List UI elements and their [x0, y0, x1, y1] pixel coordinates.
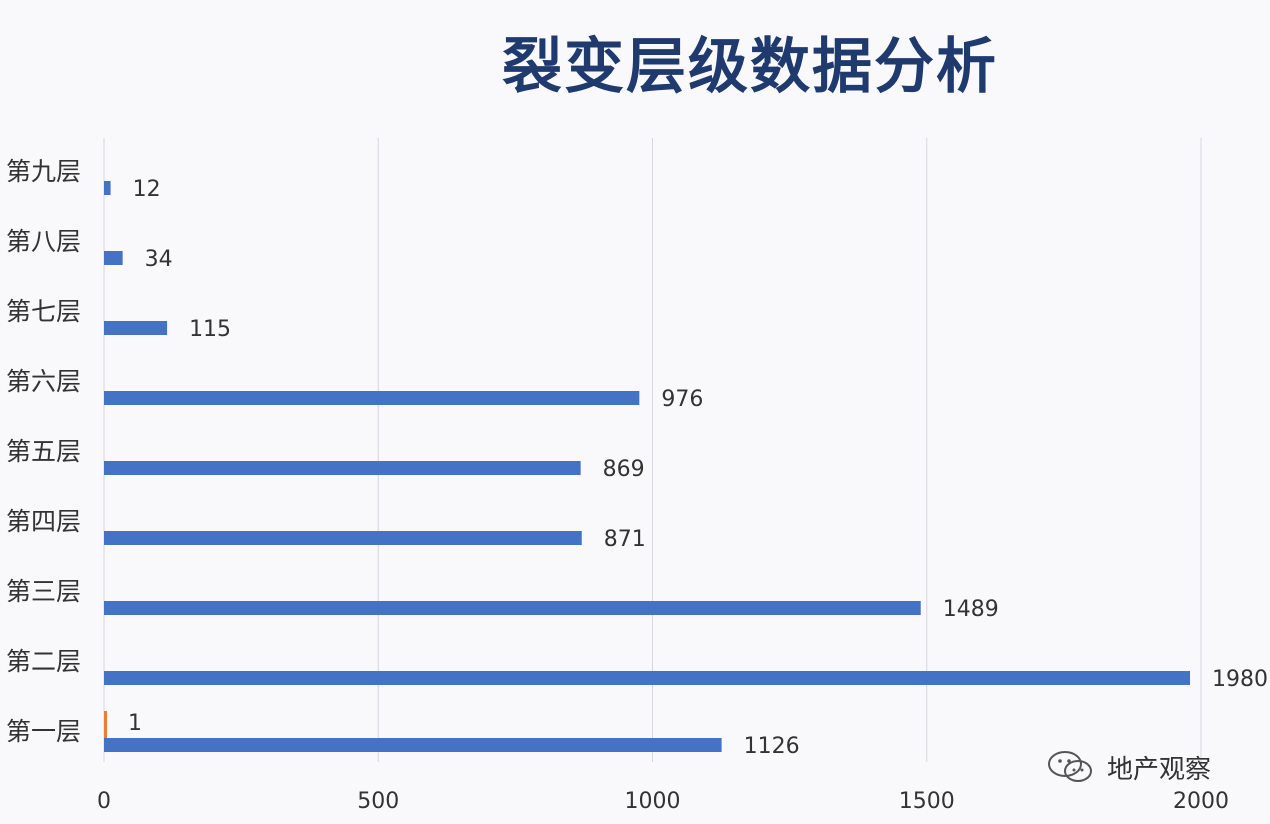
x-tick-label: 2000 [1173, 789, 1229, 814]
x-tick-label: 1500 [899, 789, 955, 814]
bar [104, 738, 722, 752]
bar [104, 671, 1191, 685]
data-label: 1126 [744, 734, 800, 759]
data-label: 869 [603, 457, 645, 482]
data-label: 1 [128, 711, 142, 736]
bar [104, 461, 581, 475]
category-label: 第五层 [6, 437, 81, 466]
x-tick-label: 1000 [625, 789, 681, 814]
bar [104, 711, 107, 738]
gridlines [103, 138, 1202, 762]
x-tick-label: 500 [357, 789, 399, 814]
data-label: 976 [661, 387, 703, 412]
watermark: 地产观察 [1045, 748, 1211, 786]
data-label: 871 [604, 527, 646, 552]
bar [104, 601, 921, 615]
category-label: 第七层 [6, 297, 81, 326]
category-label: 第六层 [6, 367, 81, 396]
bar [104, 321, 168, 335]
data-label: 1980 [1212, 667, 1268, 692]
labels: 第九层 12 第八层 34 第七层 115 第六层 976 第五层 869 第四层 871 第三层 148… [6, 157, 1268, 759]
category-label: 第八层 [6, 227, 81, 256]
category-label: 第二层 [6, 647, 81, 676]
bar [104, 251, 123, 265]
data-label: 1489 [943, 597, 999, 622]
category-label: 第一层 [6, 717, 81, 746]
bars [104, 181, 1191, 752]
data-label: 115 [189, 317, 231, 342]
bar [104, 391, 640, 405]
wechat-icon [1048, 751, 1092, 782]
category-label: 第三层 [6, 577, 81, 606]
x-axis: 0 500 1000 1500 2000 [97, 789, 1229, 814]
bar [104, 181, 111, 195]
x-tick-label: 0 [97, 789, 111, 814]
chart-title: 裂变层级数据分析 [502, 32, 998, 102]
watermark-text: 地产观察 [1107, 754, 1212, 785]
data-label: 34 [145, 247, 173, 272]
category-label: 第四层 [6, 507, 81, 536]
bar [104, 531, 582, 545]
data-label: 12 [133, 177, 161, 202]
category-label: 第九层 [6, 157, 81, 186]
